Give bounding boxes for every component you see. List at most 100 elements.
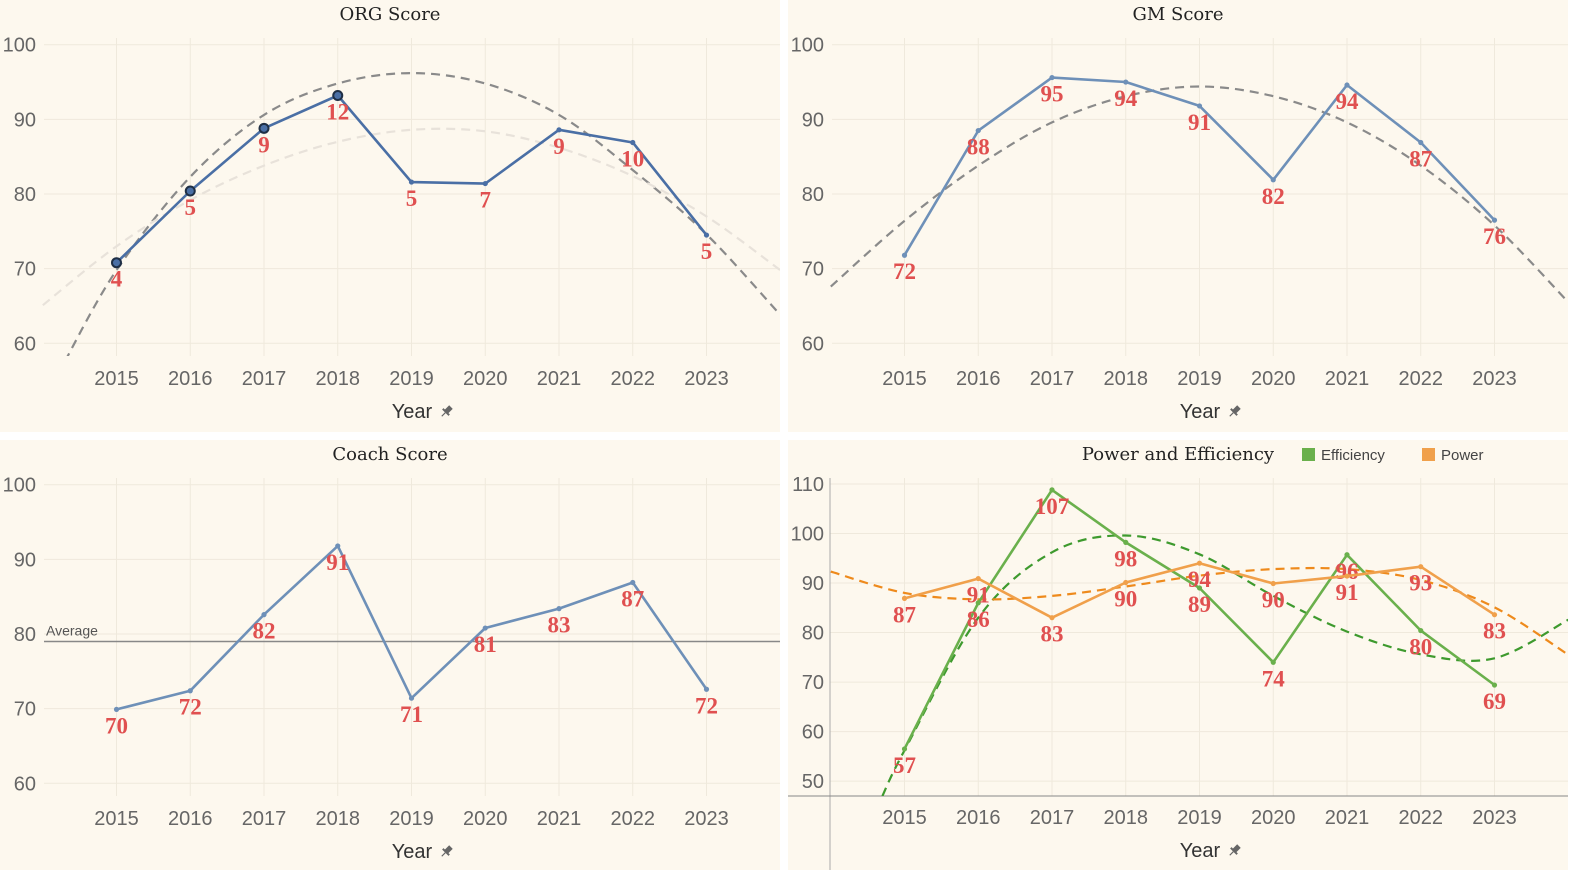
data-point[interactable] (556, 127, 562, 133)
data-point[interactable] (1344, 552, 1350, 558)
data-point[interactable] (1196, 103, 1203, 109)
data-label: 83 (1483, 619, 1506, 644)
pin-icon[interactable] (439, 844, 455, 860)
org-score-chart: 60 70 80 90 100 2015 2016 2017 2018 2019 2020 2021 2… (3, 4, 780, 423)
y-tick-label: 100 (3, 35, 36, 57)
x-tick-label: 2019 (1177, 807, 1222, 829)
x-tick-label: 2018 (316, 368, 361, 390)
data-point[interactable] (1196, 560, 1203, 566)
data-point[interactable] (1270, 580, 1276, 587)
data-label: 95 (1041, 82, 1064, 107)
data-point[interactable] (975, 127, 981, 134)
y-tick-label: 90 (14, 549, 36, 571)
data-label: 70 (105, 713, 128, 738)
x-tick-label: 2020 (463, 368, 508, 390)
data-point[interactable] (1049, 615, 1055, 621)
data-label: 74 (1262, 666, 1286, 691)
data-label: 76 (1483, 224, 1506, 249)
data-point[interactable] (258, 122, 270, 134)
data-point[interactable] (556, 606, 562, 612)
data-label: 107 (1035, 494, 1070, 519)
data-point[interactable] (703, 686, 710, 692)
data-point[interactable] (1491, 682, 1498, 688)
data-point[interactable] (111, 257, 122, 269)
pin-icon-needle (441, 852, 446, 857)
data-point[interactable] (1196, 585, 1203, 591)
data-point[interactable] (1123, 539, 1129, 545)
data-label: 87 (893, 602, 916, 627)
data-point[interactable] (1123, 579, 1129, 586)
data-point[interactable] (1344, 573, 1350, 579)
data-point[interactable] (703, 232, 710, 238)
x-tick-label: 2022 (1399, 807, 1444, 829)
data-point[interactable] (187, 688, 193, 694)
data-label: 83 (548, 613, 571, 638)
data-point[interactable] (1418, 627, 1424, 634)
data-point[interactable] (1418, 564, 1424, 570)
x-tick-label: 2015 (94, 808, 139, 830)
data-label: 88 (967, 135, 990, 160)
data-point[interactable] (1049, 487, 1055, 493)
y-tick-label: 80 (802, 623, 824, 645)
data-label: 87 (621, 587, 644, 612)
data-point[interactable] (975, 600, 981, 606)
x-tick-label: 2021 (537, 368, 582, 390)
x-tick-label: 2021 (537, 808, 582, 830)
data-point[interactable] (332, 89, 344, 101)
data-point[interactable] (1123, 79, 1129, 85)
data-point[interactable] (630, 139, 636, 146)
x-tick-label: 2019 (389, 368, 434, 390)
power-efficiency-panel: 50 60 70 80 90 100 110 2015 2016 2017 2018 2019 2020… (788, 440, 1568, 870)
legend-label: Power (1441, 447, 1484, 464)
y-tick-label: 90 (802, 109, 824, 131)
data-label: 94 (1336, 89, 1360, 114)
data-label: 80 (1409, 635, 1432, 660)
data-point[interactable] (482, 625, 488, 631)
data-point[interactable] (1049, 74, 1055, 81)
data-label: 91 (1336, 580, 1359, 605)
data-point[interactable] (335, 543, 341, 549)
x-tick-label: 2023 (684, 368, 729, 390)
data-point[interactable] (113, 706, 120, 713)
data-point[interactable] (1270, 659, 1276, 665)
y-tick-label: 110 (792, 474, 824, 496)
data-label: 5 (185, 195, 197, 220)
data-point[interactable] (630, 579, 636, 586)
data-label: 98 (1114, 546, 1137, 571)
data-label: 90 (1262, 588, 1285, 613)
data-label: 57 (893, 753, 916, 778)
data-point[interactable] (901, 252, 908, 258)
trend-line (830, 85, 1568, 304)
org-score-panel: 60 70 80 90 100 2015 2016 2017 2018 2019 2020 2021 2… (0, 0, 780, 432)
pin-icon-collar (442, 848, 450, 856)
data-point[interactable] (1491, 612, 1498, 618)
data-label: 81 (474, 632, 497, 657)
data-point[interactable] (261, 612, 267, 618)
x-tick-label: 2017 (242, 368, 287, 390)
x-axis-title: Year (1180, 401, 1221, 423)
y-tick-label: 60 (14, 773, 36, 795)
data-point[interactable] (901, 746, 908, 752)
data-point[interactable] (901, 595, 908, 601)
data-point[interactable] (184, 185, 196, 197)
data-point[interactable] (1270, 177, 1276, 183)
pin-icon[interactable] (1227, 404, 1243, 420)
trend-line (66, 71, 780, 356)
data-point[interactable] (975, 575, 981, 582)
data-point[interactable] (1344, 82, 1350, 88)
pin-icon[interactable] (439, 404, 455, 420)
x-tick-label: 2017 (1030, 807, 1075, 829)
y-tick-label: 60 (802, 333, 824, 355)
trend-line (881, 534, 1568, 796)
y-tick-label: 50 (802, 771, 824, 793)
data-point[interactable] (482, 180, 488, 187)
data-label: 86 (967, 607, 990, 632)
pin-icon[interactable] (1227, 843, 1243, 859)
data-point[interactable] (1491, 217, 1498, 223)
data-point[interactable] (408, 179, 415, 185)
data-point[interactable] (408, 695, 415, 701)
data-point[interactable] (1418, 139, 1424, 146)
x-tick-label: 2023 (1472, 807, 1517, 829)
pin-icon-needle (441, 412, 446, 417)
average-label: Average (46, 622, 98, 638)
